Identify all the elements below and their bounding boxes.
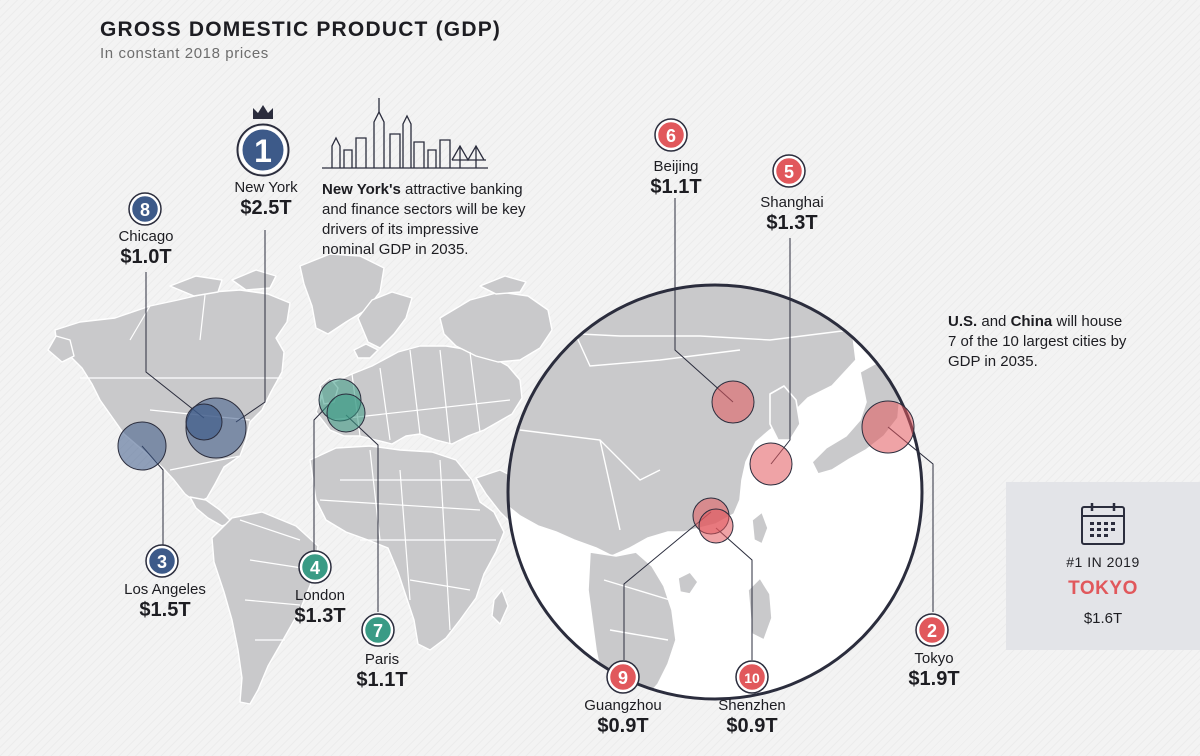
badge-rank-4: 4 <box>298 550 332 584</box>
rank-number: 7 <box>373 621 383 641</box>
city-gdp: $1.5T <box>139 598 191 621</box>
city-gdp: $1.3T <box>766 211 818 234</box>
rank-number: 4 <box>310 558 320 578</box>
scandinavia <box>357 291 413 349</box>
badge-rank-1: 1 <box>236 123 290 177</box>
rank-number: 3 <box>157 552 167 572</box>
badge-rank-2: 2 <box>915 613 949 647</box>
leader-guangzhou <box>623 511 712 660</box>
new-york-skyline-icon <box>322 98 488 169</box>
badge-rank-7: 7 <box>361 613 395 647</box>
bubble-chicago <box>185 403 223 441</box>
bubble-los-angeles <box>117 421 167 471</box>
north-america <box>54 289 291 504</box>
badge-rank-10: 10 <box>735 660 769 694</box>
badge-rank-6: 6 <box>654 118 688 152</box>
greenland <box>299 253 385 335</box>
taiwan <box>751 511 769 545</box>
label-los-angeles: Los Angeles $1.5T <box>105 581 225 621</box>
page-title: GROSS DOMESTIC PRODUCT (GDP) <box>100 18 502 41</box>
central-america <box>189 496 233 527</box>
calendar-icon <box>1081 503 1125 545</box>
note-china-mid: and <box>977 313 1011 330</box>
rank-number: 2 <box>927 621 937 641</box>
city-bubbles <box>117 378 915 544</box>
city-name: Tokyo <box>914 650 954 667</box>
badge-rank-3: 3 <box>145 544 179 578</box>
city-name: Beijing <box>653 158 699 175</box>
rank-number: 1 <box>254 133 272 169</box>
rank-number: 8 <box>140 200 150 220</box>
rank-number: 9 <box>618 668 628 688</box>
note-new-york-bold: New York's <box>322 181 401 198</box>
rank-number: 5 <box>784 162 794 182</box>
card-gdp: $1.6T <box>1083 610 1123 627</box>
bubble-tokyo <box>861 400 915 454</box>
label-london: London $1.3T <box>270 587 370 627</box>
card-rank-label: #1 IN 2019 <box>1066 554 1140 570</box>
city-gdp: $1.0T <box>120 245 172 268</box>
city-name: Paris <box>364 651 400 668</box>
badge-rank-5: 5 <box>772 154 806 188</box>
badge-rank-9: 9 <box>606 660 640 694</box>
label-guangzhou: Guangzhou $0.9T <box>567 697 679 737</box>
rank-number: 6 <box>666 126 676 146</box>
city-gdp: $0.9T <box>726 714 778 737</box>
label-shanghai: Shanghai $1.3T <box>742 194 842 234</box>
korea <box>769 385 801 441</box>
note-china: U.S. and China will house 7 of the 10 la… <box>948 312 1128 372</box>
bubble-shanghai <box>749 442 793 486</box>
label-new-york: New York $2.5T <box>216 179 316 219</box>
rank-number: 10 <box>744 670 760 686</box>
note-new-york-text: attractive banking and finance sectors w… <box>322 181 526 258</box>
city-gdp: $0.9T <box>597 714 649 737</box>
leader-chicago <box>145 272 205 419</box>
city-name: London <box>294 587 346 604</box>
note-new-york: New York's attractive banking and financ… <box>322 180 534 260</box>
alaska <box>47 335 75 363</box>
page-subtitle: In constant 2018 prices <box>100 45 269 62</box>
philippines <box>747 577 773 641</box>
europe <box>315 345 523 445</box>
note-china-bold-china: China <box>1010 313 1053 330</box>
crown-icon <box>253 105 273 119</box>
city-name: Guangzhou <box>584 697 662 714</box>
city-name: Chicago <box>118 228 174 245</box>
city-name: Shanghai <box>760 194 824 211</box>
label-chicago: Chicago $1.0T <box>96 228 196 268</box>
leader-beijing <box>674 198 734 403</box>
land-masses <box>47 253 553 705</box>
bubble-shenzhen <box>698 508 734 544</box>
city-gdp: $1.1T <box>356 668 408 691</box>
label-paris: Paris $1.1T <box>332 651 432 691</box>
city-gdp: $2.5T <box>240 196 292 219</box>
rank-2019-card: #1 IN 2019 TOKYO $1.6T <box>1006 482 1200 650</box>
bubble-beijing <box>711 380 755 424</box>
label-tokyo: Tokyo $1.9T <box>884 650 984 690</box>
iceland <box>353 343 379 359</box>
city-gdp: $1.9T <box>908 667 960 690</box>
label-beijing: Beijing $1.1T <box>626 158 726 198</box>
rank-badges: 1 8 3 4 7 6 5 <box>128 118 949 694</box>
note-china-bold-us: U.S. <box>948 313 978 330</box>
hainan <box>677 571 699 595</box>
asia-zoom-circle <box>506 283 924 701</box>
city-gdp: $1.3T <box>294 604 346 627</box>
arctic-islands <box>169 269 277 297</box>
arctic-russia <box>479 275 527 295</box>
southeast-asia <box>587 551 677 699</box>
note-china-text: will house 7 of the 10 largest cities by… <box>948 313 1127 370</box>
badge-rank-8: 8 <box>128 192 162 226</box>
label-shenzhen: Shenzhen $0.9T <box>700 697 804 737</box>
city-gdp: $1.1T <box>650 175 702 198</box>
city-name: New York <box>234 179 298 196</box>
bubble-paris <box>326 393 366 433</box>
madagascar <box>491 589 509 625</box>
city-name: Shenzhen <box>718 697 786 714</box>
city-name: Los Angeles <box>124 581 206 598</box>
leader-new-york <box>235 230 266 423</box>
card-city: TOKYO <box>1068 578 1138 599</box>
africa <box>309 445 505 651</box>
